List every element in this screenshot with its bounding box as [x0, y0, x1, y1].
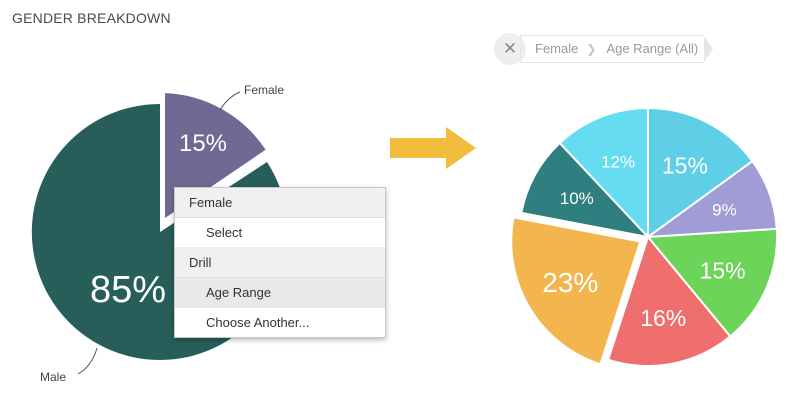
pie-slice-label-6: 12%: [601, 152, 635, 171]
menu-item-age-range[interactable]: Age Range: [175, 278, 385, 308]
pie-slice-0[interactable]: [647, 106, 754, 239]
pie-slice-label-1: 9%: [712, 200, 737, 219]
female-leader-line: [219, 91, 241, 111]
male-percent-label: 85%: [90, 269, 166, 311]
pie-slice-label-2: 15%: [700, 257, 746, 283]
pie-slice-6[interactable]: [558, 106, 649, 240]
menu-header-female: Female: [175, 188, 385, 218]
drill-breadcrumb: ✕ Female ❯ Age Range (All): [494, 33, 714, 65]
breadcrumb-trail: Female ❯ Age Range (All): [520, 35, 705, 63]
pie-slice-label-5: 10%: [560, 189, 594, 208]
breadcrumb-end-cap: [704, 36, 714, 62]
female-percent-label: 15%: [179, 130, 227, 157]
page-title: GENDER BREAKDOWN: [12, 10, 171, 26]
menu-item-select[interactable]: Select: [175, 218, 385, 248]
breadcrumb-item-age-range[interactable]: Age Range (All): [606, 41, 699, 56]
arrow-right-icon: [390, 127, 476, 169]
slice-context-menu: Female Select Drill Age Range Choose Ano…: [174, 187, 386, 338]
male-leader-line: [77, 347, 98, 375]
pie-slice-4[interactable]: [510, 216, 642, 366]
menu-item-choose-another[interactable]: Choose Another...: [206, 315, 310, 330]
pie-slice-label-0: 15%: [662, 153, 708, 179]
menu-header-drill: Drill: [175, 248, 385, 278]
pie-slice-label-4: 23%: [542, 267, 598, 298]
breadcrumb-item-female[interactable]: Female: [535, 41, 579, 56]
male-legend-label: Male: [40, 370, 66, 384]
pie-slice-2[interactable]: [645, 227, 778, 338]
female-legend-label: Female: [244, 83, 284, 97]
chevron-right-icon: ❯: [586, 42, 597, 56]
pie-slice-5[interactable]: [520, 141, 651, 239]
pie-slice-label-3: 16%: [640, 305, 686, 331]
pie-slice-3[interactable]: [606, 234, 732, 367]
